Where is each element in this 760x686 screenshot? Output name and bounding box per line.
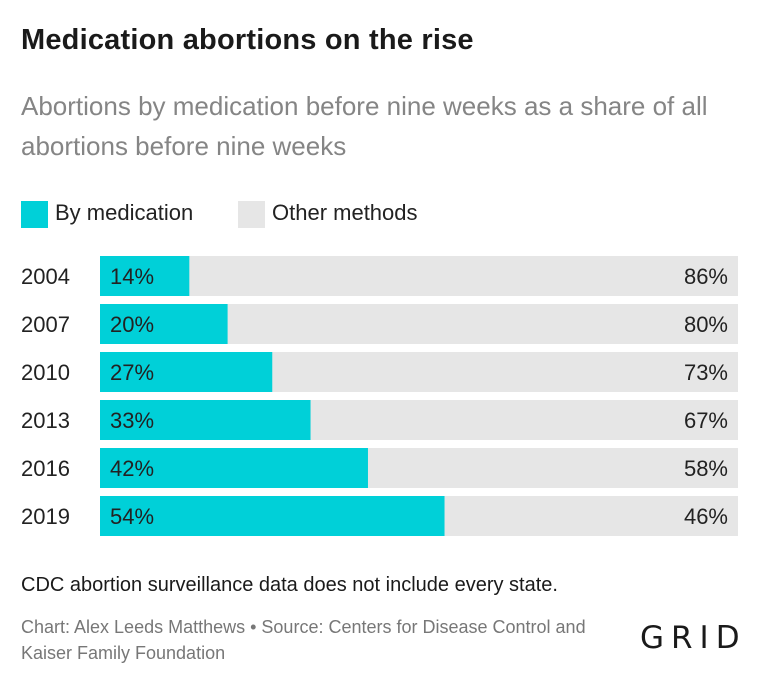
legend-label-medication: By medication (55, 200, 194, 225)
legend-swatch-other (238, 201, 265, 228)
data-label-medication-2010: 27% (110, 360, 154, 385)
data-label-medication-2007: 20% (110, 312, 154, 337)
data-label-medication-2016: 42% (110, 456, 154, 481)
category-label-2013: 2013 (21, 408, 70, 433)
data-label-other-2010: 73% (684, 360, 728, 385)
footnote: CDC abortion surveillance data does not … (21, 574, 558, 596)
data-label-medication-2019: 54% (110, 504, 154, 529)
data-label-other-2007: 80% (684, 312, 728, 337)
legend-label-other: Other methods (272, 200, 418, 225)
data-label-medication-2004: 14% (110, 264, 154, 289)
category-label-2010: 2010 (21, 360, 70, 385)
category-label-2004: 2004 (21, 264, 70, 289)
category-label-2016: 2016 (21, 456, 70, 481)
category-label-2007: 2007 (21, 312, 70, 337)
bar-medication-2010 (100, 352, 273, 392)
chart-title: Medication abortions on the rise (21, 24, 474, 56)
bar-medication-2004 (100, 256, 190, 296)
data-label-other-2016: 58% (684, 456, 728, 481)
data-label-medication-2013: 33% (110, 408, 154, 433)
category-label-2019: 2019 (21, 504, 70, 529)
data-label-other-2013: 67% (684, 408, 728, 433)
legend-swatch-medication (21, 201, 48, 228)
bar-medication-2019 (100, 496, 445, 536)
source-credit: Chart: Alex Leeds Matthews • Source: Cen… (21, 617, 586, 663)
bar-other-2004 (100, 256, 738, 296)
bar-medication-2007 (100, 304, 228, 344)
bar-medication-2013 (100, 400, 311, 440)
bar-medication-2016 (100, 448, 368, 488)
data-label-other-2004: 86% (684, 264, 728, 289)
chart-subtitle: Abortions by medication before nine week… (21, 91, 708, 161)
data-label-other-2019: 46% (684, 504, 728, 529)
bar-chart: 2004 14% 86% 2007 20% 80% 2010 27% 73% 2013 33% 67%… (21, 256, 738, 536)
grid-logo: GRID (640, 620, 747, 656)
